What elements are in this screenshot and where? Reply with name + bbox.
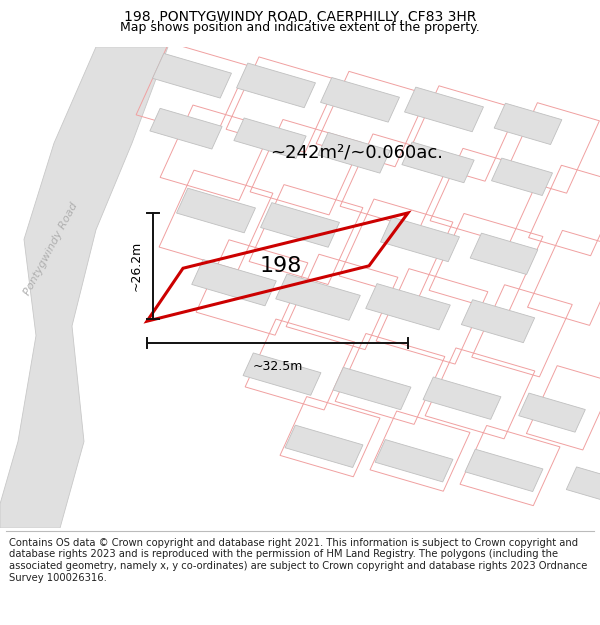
Text: ~32.5m: ~32.5m xyxy=(253,359,302,372)
Polygon shape xyxy=(423,377,501,419)
Polygon shape xyxy=(150,108,222,149)
Polygon shape xyxy=(465,449,543,491)
Polygon shape xyxy=(518,393,586,432)
Polygon shape xyxy=(404,87,484,132)
Polygon shape xyxy=(176,188,256,232)
Polygon shape xyxy=(243,353,321,395)
Polygon shape xyxy=(152,54,232,98)
Polygon shape xyxy=(192,259,276,306)
Text: ~242m²/~0.060ac.: ~242m²/~0.060ac. xyxy=(271,144,443,162)
Polygon shape xyxy=(260,202,340,248)
Polygon shape xyxy=(318,132,390,173)
Polygon shape xyxy=(234,118,306,159)
Text: Map shows position and indicative extent of the property.: Map shows position and indicative extent… xyxy=(120,21,480,34)
Polygon shape xyxy=(366,284,450,330)
Text: Pontygwindy Road: Pontygwindy Road xyxy=(22,201,80,297)
Text: ~26.2m: ~26.2m xyxy=(129,241,142,291)
Polygon shape xyxy=(375,439,453,482)
Polygon shape xyxy=(320,78,400,122)
Polygon shape xyxy=(276,274,360,320)
Polygon shape xyxy=(380,217,460,262)
Text: Contains OS data © Crown copyright and database right 2021. This information is : Contains OS data © Crown copyright and d… xyxy=(9,538,587,582)
Polygon shape xyxy=(0,47,168,528)
Polygon shape xyxy=(285,425,363,468)
Text: 198, PONTYGWINDY ROAD, CAERPHILLY, CF83 3HR: 198, PONTYGWINDY ROAD, CAERPHILLY, CF83 … xyxy=(124,10,476,24)
Polygon shape xyxy=(461,300,535,343)
Polygon shape xyxy=(402,142,474,182)
Polygon shape xyxy=(491,158,553,196)
Polygon shape xyxy=(333,368,411,410)
Polygon shape xyxy=(236,63,316,108)
Polygon shape xyxy=(566,467,600,502)
Polygon shape xyxy=(470,233,538,274)
Polygon shape xyxy=(494,103,562,144)
Text: 198: 198 xyxy=(260,256,302,276)
